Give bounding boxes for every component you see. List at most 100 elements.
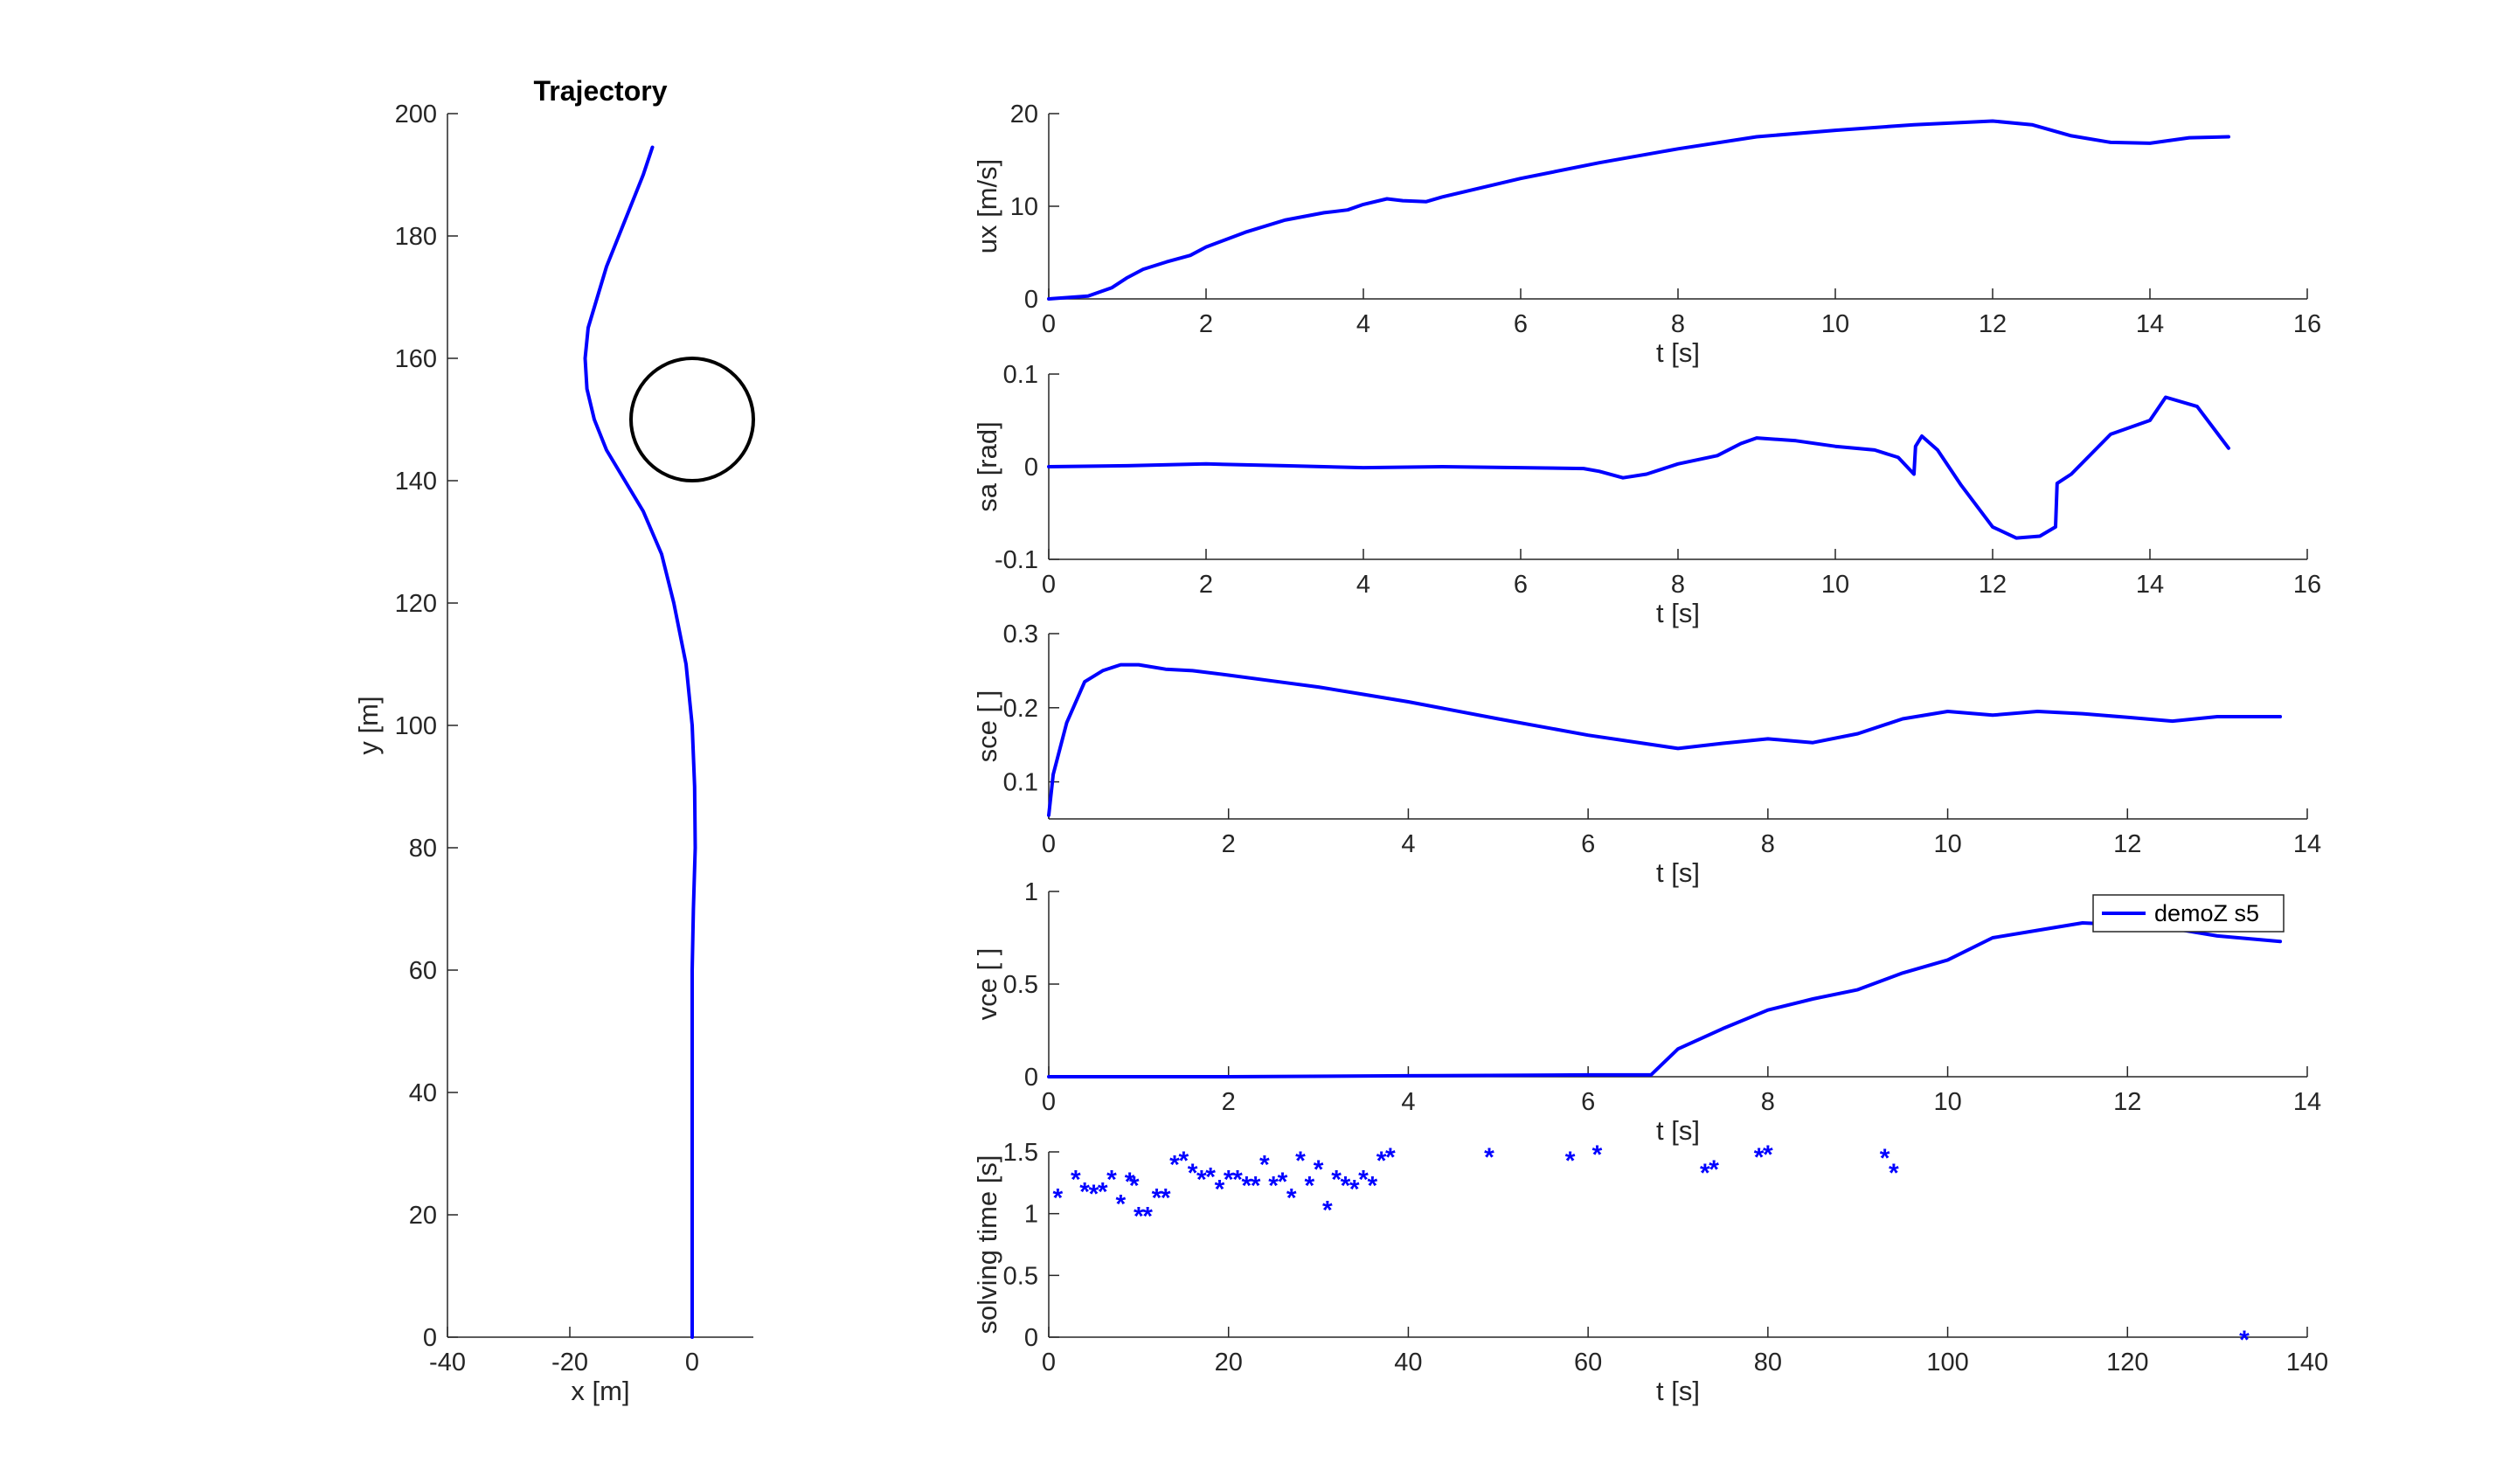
series-line <box>1047 662 2283 817</box>
scatter-point: * <box>1052 1183 1063 1212</box>
x-tick-label: 4 <box>1401 1088 1415 1116</box>
y-tick-label: 0 <box>1024 286 1038 314</box>
y-tick-label: 100 <box>395 712 437 740</box>
x-tick-label: 6 <box>1514 571 1528 599</box>
scatter-point: * <box>1331 1165 1342 1194</box>
scatter-point: * <box>1152 1183 1162 1212</box>
series-line <box>1047 395 2230 540</box>
y-tick-label: 0.1 <box>1003 769 1038 797</box>
scatter-point: * <box>1115 1190 1126 1219</box>
scatter-point: * <box>1709 1155 1719 1184</box>
x-tick-label: 0 <box>1042 830 1056 858</box>
scatter-point: * <box>1129 1171 1140 1200</box>
x-tick-label: 12 <box>2113 1088 2141 1116</box>
x-tick-label: 12 <box>1979 310 2007 338</box>
scatter-point: * <box>1295 1147 1306 1175</box>
scatter-point: * <box>1169 1150 1180 1179</box>
x-axis-label: t [s] <box>1656 598 1700 628</box>
x-tick-label: 14 <box>2136 310 2164 338</box>
x-tick-label: 4 <box>1356 310 1370 338</box>
y-tick-label: 0.1 <box>1003 361 1038 389</box>
scatter-point: * <box>1071 1165 1081 1194</box>
scatter-point: * <box>1125 1168 1135 1196</box>
x-tick-label: 10 <box>1821 310 1849 338</box>
x-axis-label: t [s] <box>1656 1115 1700 1146</box>
y-tick-label: 0 <box>423 1324 437 1352</box>
chart-title: Trajectory <box>534 75 668 107</box>
x-axis-label: t [s] <box>1656 857 1700 888</box>
scatter-point: * <box>1268 1171 1279 1200</box>
x-tick-label: 120 <box>2106 1349 2148 1377</box>
scatter-point: * <box>1241 1171 1252 1200</box>
scatter-point: * <box>1322 1196 1333 1225</box>
x-tick-label: 20 <box>1215 1349 1243 1377</box>
x-tick-label: 6 <box>1514 310 1528 338</box>
scatter-point: * <box>1079 1177 1090 1206</box>
chart-sa: 0 2 4 6 8 10 12 14 16-0.100.1t [s]sa [rad] <box>972 361 2321 628</box>
y-axis-label: ux [m/s] <box>972 159 1002 254</box>
y-tick-label: 120 <box>395 590 437 618</box>
x-tick-label: 2 <box>1199 571 1213 599</box>
scatter-point: * <box>1089 1180 1099 1209</box>
chart-trajectory: -40 -20 0 0 20 40 60 80 100 120 140 160 180 200 x [m] y… <box>353 75 755 1406</box>
y-tick-label: 0 <box>1024 1324 1038 1352</box>
scatter-point: * <box>1106 1165 1117 1194</box>
scatter-point: * <box>1304 1171 1314 1200</box>
y-axis-label: solving time [s] <box>972 1155 1002 1334</box>
y-axis-label: y [m] <box>353 696 384 754</box>
x-tick-label: 40 <box>1394 1349 1422 1377</box>
scatter-point: * <box>1314 1155 1324 1184</box>
x-tick-label: 6 <box>1581 1088 1595 1116</box>
scatter-point: * <box>1367 1171 1377 1200</box>
y-axis-label: vce [ ] <box>972 948 1002 1021</box>
scatter-point: * <box>1376 1147 1387 1175</box>
y-tick-label: 0 <box>1024 1064 1038 1092</box>
x-tick-label: 12 <box>2113 830 2141 858</box>
scatter-point: * <box>1880 1144 1890 1173</box>
x-tick-label: 16 <box>2293 571 2321 599</box>
y-axis-label: sce [ ] <box>972 690 1002 763</box>
y-tick-label: 1 <box>1024 1201 1038 1229</box>
scatter-point: * <box>1251 1171 1261 1200</box>
x-tick-label: 0 <box>1042 1088 1056 1116</box>
x-axis-label: t [s] <box>1656 1376 1700 1406</box>
y-tick-label: 60 <box>409 957 437 985</box>
series-line <box>1047 119 2230 301</box>
x-tick-label: 0 <box>685 1349 699 1377</box>
x-tick-label: 14 <box>2293 1088 2321 1116</box>
y-axis-label: sa [rad] <box>972 421 1002 511</box>
obstacle-circle <box>629 357 755 482</box>
x-tick-label: 6 <box>1581 830 1595 858</box>
scatter-point: * <box>1286 1183 1297 1212</box>
x-tick-label: 8 <box>1671 310 1685 338</box>
legend-label: demoZ s5 <box>2154 900 2259 926</box>
y-tick-label: 180 <box>395 223 437 251</box>
y-tick-label: 160 <box>395 345 437 373</box>
scatter-point: * <box>1134 1203 1144 1231</box>
scatter-point: * <box>1754 1143 1765 1172</box>
x-tick-label: 8 <box>1671 571 1685 599</box>
x-tick-label: 0 <box>1042 571 1056 599</box>
scatter-point: * <box>1565 1147 1576 1175</box>
scatter-point: * <box>1700 1159 1710 1188</box>
x-tick-label: 140 <box>2286 1349 2328 1377</box>
x-tick-label: 16 <box>2293 310 2321 338</box>
y-tick-label: -0.1 <box>995 546 1038 574</box>
scatter-point: * <box>1224 1165 1234 1194</box>
y-tick-label: 20 <box>409 1202 437 1230</box>
x-axis-label: x [m] <box>571 1376 629 1406</box>
x-axis-label: t [s] <box>1656 337 1700 368</box>
legend: demoZ s5 <box>2092 894 2285 933</box>
x-tick-label: 8 <box>1761 1088 1775 1116</box>
chart-vce: 0 2 4 6 8 10 12 14 0 0.5 1 t [s] vce [ ] demoZ s5 <box>972 878 2321 1146</box>
scatter-point: * <box>1142 1203 1153 1231</box>
y-tick-label: 1.5 <box>1003 1139 1038 1167</box>
y-tick-label: 0.3 <box>1003 621 1038 648</box>
x-tick-label: 14 <box>2136 571 2164 599</box>
scatter-point: * <box>1259 1150 1270 1179</box>
x-tick-label: 2 <box>1222 830 1236 858</box>
y-tick-label: 80 <box>409 835 437 863</box>
scatter-point: * <box>1889 1159 1899 1188</box>
